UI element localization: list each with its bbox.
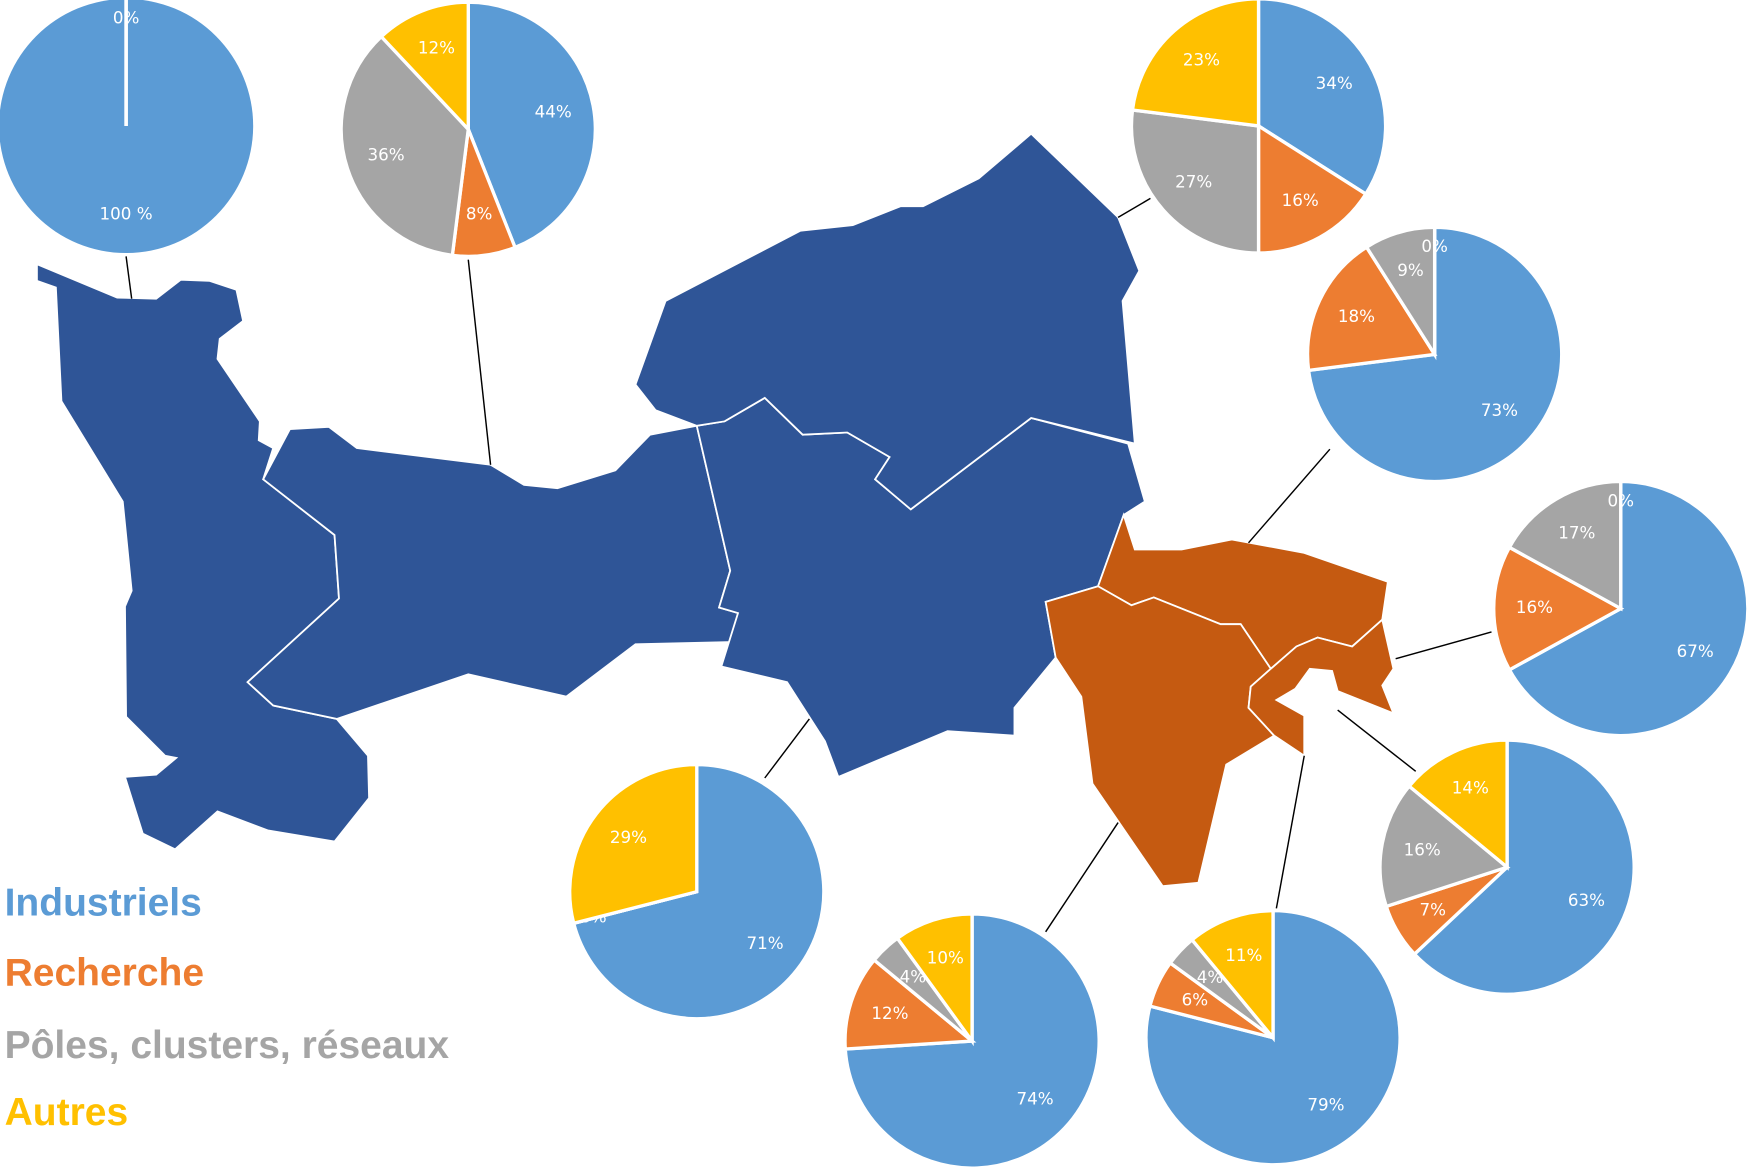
data-label: 10% [927, 947, 964, 967]
pie-slice [1406, 738, 1509, 871]
data-label: 17% [1558, 523, 1595, 543]
data-label: 34% [1316, 73, 1353, 93]
data-label: 12% [871, 1003, 908, 1023]
legend-item: Recherche [5, 952, 204, 995]
data-label: 27% [1175, 172, 1212, 192]
leader-line [1337, 709, 1417, 772]
data-label: 36% [368, 144, 405, 164]
data-label: 71% [746, 933, 783, 953]
pie-slice [1492, 545, 1625, 673]
pie-slice [1130, 0, 1261, 128]
data-label: 67% [1677, 641, 1714, 661]
region [1044, 585, 1276, 888]
region [1247, 618, 1396, 758]
data-label: 44% [535, 102, 572, 122]
pie-slice [1129, 108, 1261, 255]
region [634, 132, 1141, 511]
pie-slice [843, 957, 977, 1051]
pie-slice [1189, 908, 1275, 1043]
data-label: 12% [418, 37, 455, 57]
leader-line [764, 718, 810, 779]
data-label: 0% [1421, 236, 1448, 256]
data-label: 16% [1516, 597, 1553, 617]
leader-line [467, 259, 492, 465]
legend-item: Autres [5, 1091, 129, 1134]
data-label: 18% [1338, 306, 1375, 326]
leader-line [1117, 197, 1151, 218]
pie-slice [571, 762, 826, 1021]
pie-slice [1305, 244, 1438, 373]
leader-line [1045, 822, 1119, 933]
leader-line [1275, 755, 1305, 909]
leader-line [1247, 448, 1331, 544]
pie-slice [895, 912, 974, 1047]
data-label: 29% [610, 827, 647, 847]
map [36, 132, 1396, 888]
data-label: 63% [1568, 890, 1605, 910]
data-label: 8% [466, 204, 493, 224]
data-label: 23% [1183, 50, 1220, 70]
data-label: 74% [1017, 1089, 1054, 1109]
pie-slice [1256, 122, 1369, 255]
data-label: 14% [1452, 777, 1489, 797]
data-label: 73% [1481, 400, 1518, 420]
legend-item: Pôles, clusters, réseaux [5, 1024, 450, 1067]
data-label: 100 % [100, 203, 153, 223]
pie-slice [568, 762, 699, 926]
legend-item: Industriels [5, 881, 202, 924]
region [36, 262, 370, 851]
leader-lines [125, 197, 1492, 933]
pie-slice [1507, 479, 1623, 612]
pie-slice [466, 0, 597, 250]
data-label: 16% [1404, 839, 1441, 859]
data-label: 9% [1397, 260, 1423, 280]
pie-slice [1412, 738, 1636, 996]
data-label: 16% [1282, 190, 1319, 210]
pie-slice [0, 0, 254, 253]
pie-slice [1378, 783, 1511, 909]
leader-line [125, 256, 133, 299]
data-label: 6% [1182, 989, 1208, 1009]
data-label: 7% [1419, 900, 1445, 920]
data-label: 0% [1608, 490, 1635, 510]
data-label: 11% [1225, 945, 1262, 965]
leader-line [1395, 631, 1492, 660]
pie-slice [378, 0, 470, 134]
pie-slice [339, 34, 471, 258]
pie-slice [1507, 479, 1748, 738]
data-label: 79% [1307, 1094, 1344, 1114]
legend: Industriels Recherche Pôles, clusters, rés… [5, 881, 450, 1134]
